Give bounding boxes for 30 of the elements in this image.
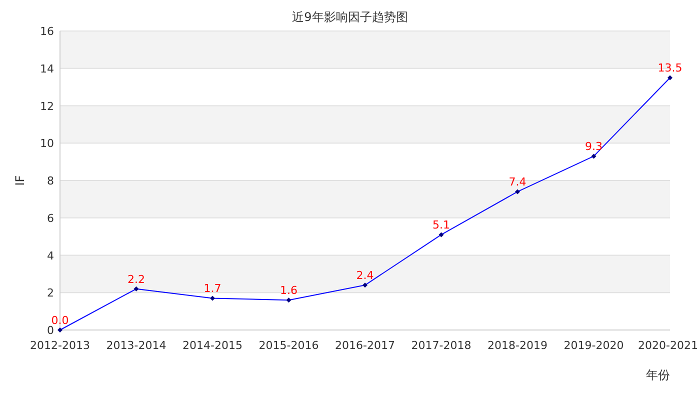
data-label: 1.7 bbox=[204, 282, 222, 296]
x-tick-label: 2017-2018 bbox=[411, 339, 472, 352]
chart-title: 近9年影响因子趋势图 bbox=[292, 10, 408, 24]
data-label: 7.4 bbox=[508, 176, 526, 189]
x-tick-label: 2016-2017 bbox=[335, 339, 395, 352]
data-label: 5.1 bbox=[432, 218, 450, 232]
y-tick-label: 8 bbox=[47, 174, 54, 188]
data-label: 0.0 bbox=[51, 314, 69, 327]
data-label: 1.6 bbox=[280, 284, 298, 298]
y-axis-title: IF bbox=[13, 175, 27, 186]
data-label: 9.3 bbox=[585, 140, 602, 154]
y-tick-label: 12 bbox=[40, 100, 54, 113]
x-tick-label: 2019-2020 bbox=[564, 339, 624, 352]
y-tick-label: 14 bbox=[40, 62, 54, 76]
x-axis-title: 年份 bbox=[646, 368, 670, 382]
x-tick-label: 2018-2019 bbox=[488, 339, 548, 352]
x-tick-label: 2013-2014 bbox=[106, 339, 166, 352]
data-label: 13.5 bbox=[658, 62, 682, 75]
y-tick-label: 2 bbox=[47, 286, 54, 300]
x-tick-label: 2012-2013 bbox=[30, 339, 90, 352]
y-tick-label: 16 bbox=[40, 25, 54, 38]
x-tick-label: 2020-2021 bbox=[638, 339, 698, 352]
y-tick-label: 4 bbox=[47, 249, 54, 262]
x-tick-label: 2014-2015 bbox=[182, 339, 242, 352]
y-tick-label: 10 bbox=[40, 137, 54, 150]
data-label: 2.4 bbox=[356, 269, 374, 282]
data-label: 2.2 bbox=[128, 272, 145, 286]
y-tick-label: 6 bbox=[47, 212, 54, 225]
y-tick-label: 0 bbox=[47, 324, 54, 337]
x-tick-label: 2015-2016 bbox=[258, 339, 319, 352]
